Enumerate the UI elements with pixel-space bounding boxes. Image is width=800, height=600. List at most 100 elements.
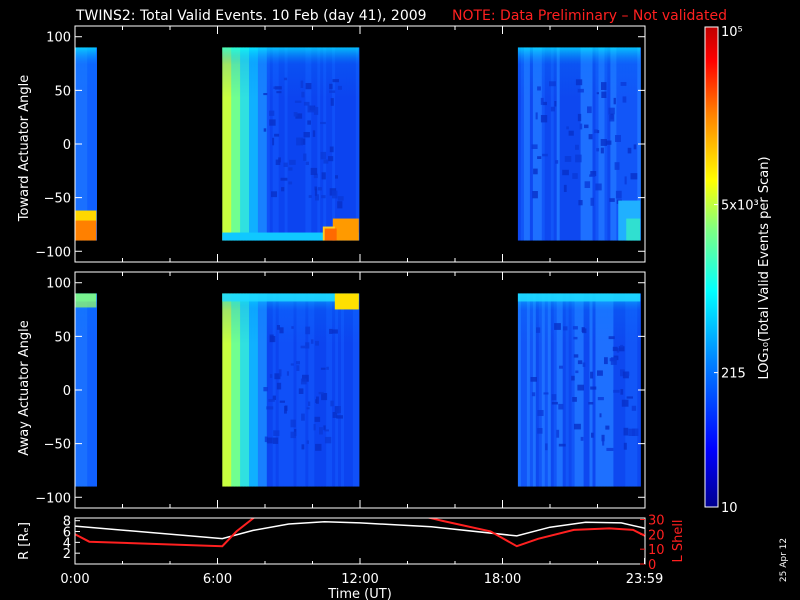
data-column <box>231 47 235 241</box>
texture-cell <box>571 375 575 381</box>
texture-cell <box>286 371 289 376</box>
texture-cell <box>296 361 300 365</box>
texture-cell <box>551 394 557 401</box>
data-column <box>290 293 295 487</box>
texture-cell <box>628 428 635 436</box>
data-column <box>249 293 253 487</box>
texture-cell <box>303 153 307 161</box>
texture-cell <box>574 423 581 430</box>
texture-cell <box>330 400 334 407</box>
texture-cell <box>313 424 316 431</box>
data-column <box>90 47 94 241</box>
texture-cell <box>310 339 314 344</box>
data-column <box>622 47 626 241</box>
texture-cell <box>326 366 329 370</box>
data-column <box>93 47 97 241</box>
texture-cell <box>605 425 610 430</box>
texture-cell <box>633 144 637 150</box>
texture-cell <box>321 195 326 199</box>
texture-cell <box>540 115 548 123</box>
texture-cell <box>279 400 285 403</box>
texture-cell <box>291 326 294 329</box>
data-column <box>308 293 312 487</box>
texture-cell <box>307 105 314 113</box>
texture-cell <box>554 101 557 107</box>
texture-cell <box>605 140 612 145</box>
colorbar-gradient <box>704 26 719 508</box>
texture-cell <box>273 430 280 436</box>
data-column <box>523 293 528 487</box>
texture-cell <box>300 378 307 385</box>
data-column <box>249 47 253 241</box>
texture-cell <box>314 416 321 422</box>
data-column <box>305 47 309 241</box>
texture-cell <box>602 438 605 446</box>
data-column <box>520 293 525 487</box>
texture-cell <box>328 156 334 162</box>
data-column <box>538 293 543 487</box>
data-column <box>562 293 567 487</box>
data-column <box>550 293 555 487</box>
data-column <box>344 293 348 487</box>
texture-cell <box>263 93 268 96</box>
data-column <box>529 47 534 241</box>
data-column <box>237 47 241 241</box>
data-column <box>251 293 256 487</box>
texture-cell <box>269 119 276 126</box>
texture-cell <box>315 194 319 201</box>
texture-cell <box>594 129 598 134</box>
texture-cell <box>596 148 600 152</box>
texture-cell <box>301 413 305 421</box>
texture-cell <box>630 173 638 180</box>
data-column <box>90 293 94 487</box>
texture-cell <box>266 437 273 444</box>
away-angle-panel: 100 50 0 −50 −100 <box>35 271 646 509</box>
data-column <box>580 47 585 241</box>
data-column <box>260 47 265 241</box>
texture-cell <box>308 401 311 406</box>
data-column <box>317 47 321 241</box>
data-column <box>589 47 594 241</box>
texture-cell <box>314 188 318 196</box>
x-tick-label: 18:00 <box>484 572 521 587</box>
data-column <box>254 293 259 487</box>
edge-band <box>334 293 359 310</box>
texture-cell <box>600 147 604 154</box>
texture-cell <box>596 92 599 95</box>
texture-cell <box>329 146 334 153</box>
texture-cell <box>624 176 627 185</box>
texture-cell <box>563 326 568 331</box>
texture-cell <box>288 167 293 171</box>
texture-cell <box>320 151 327 160</box>
texture-cell <box>337 85 342 90</box>
texture-cell <box>599 413 602 418</box>
data-column <box>553 47 558 241</box>
data-column <box>577 47 582 241</box>
data-column <box>234 47 238 241</box>
texture-cell <box>531 144 538 149</box>
texture-cell <box>613 389 620 393</box>
texture-cell <box>272 137 275 146</box>
y-tick-label: 0 <box>63 384 71 399</box>
toward-axis-label: Toward Actuator Angle <box>17 75 32 222</box>
texture-cell <box>275 159 281 165</box>
data-column <box>326 47 330 241</box>
lshell-line <box>75 518 256 548</box>
data-column <box>526 47 531 241</box>
texture-cell <box>631 405 637 411</box>
data-column <box>275 293 280 487</box>
texture-cell <box>290 431 296 439</box>
data-column <box>538 47 543 241</box>
y-tick-label: −100 <box>35 491 71 506</box>
texture-cell <box>315 340 319 346</box>
data-column <box>634 293 638 487</box>
texture-cell <box>305 83 312 90</box>
data-column <box>293 47 298 241</box>
texture-cell <box>572 397 577 402</box>
texture-cell <box>590 171 597 176</box>
texture-cell <box>269 334 274 343</box>
data-column <box>526 293 531 487</box>
y-tick-label: 50 <box>54 330 71 345</box>
texture-cell <box>537 428 543 434</box>
texture-cell <box>533 168 538 175</box>
